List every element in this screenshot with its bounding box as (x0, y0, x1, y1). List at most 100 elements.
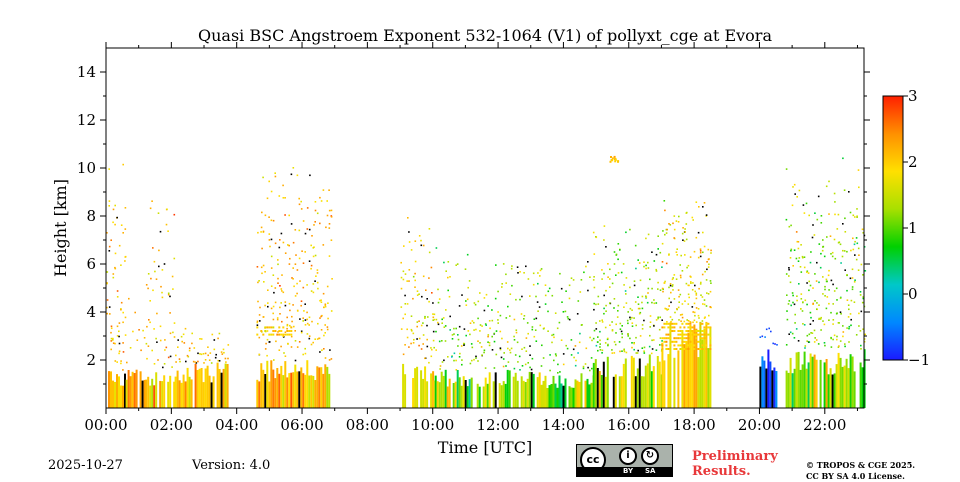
data-point (834, 257, 837, 260)
data-point (836, 228, 839, 230)
data-point (475, 357, 477, 359)
data-point (785, 218, 788, 221)
data-column (180, 382, 183, 408)
data-point (819, 266, 822, 269)
data-point (709, 344, 712, 347)
data-point (570, 354, 573, 356)
data-point (292, 241, 295, 244)
data-point (662, 230, 664, 232)
data-point (614, 160, 617, 163)
data-point (263, 281, 265, 283)
data-point (798, 257, 801, 259)
data-point (677, 344, 680, 347)
data-point (559, 371, 561, 373)
data-point (326, 285, 329, 288)
data-point (288, 302, 291, 305)
data-point (304, 251, 306, 253)
data-point (833, 334, 836, 337)
data-point (262, 264, 265, 267)
data-point (279, 285, 281, 287)
data-point (669, 224, 672, 226)
data-column (260, 363, 263, 408)
data-column (274, 378, 277, 408)
data-point (481, 354, 483, 356)
data-point (695, 321, 698, 323)
data-point (680, 276, 682, 279)
data-point (284, 333, 287, 336)
data-point (485, 293, 488, 296)
data-point (695, 201, 698, 203)
data-point (647, 261, 649, 264)
data-point (842, 335, 844, 338)
data-point (272, 318, 275, 321)
data-point (709, 337, 712, 340)
data-point (118, 352, 120, 355)
data-point (672, 289, 674, 291)
data-point (152, 289, 154, 292)
data-point (477, 340, 479, 342)
data-point (272, 330, 275, 332)
data-column (302, 373, 305, 408)
data-point (687, 293, 690, 296)
data-point (164, 349, 166, 351)
data-point (266, 326, 269, 329)
data-point (613, 352, 616, 354)
data-point (708, 263, 710, 266)
data-point (584, 363, 587, 365)
data-point (808, 333, 811, 336)
data-point (831, 255, 834, 258)
data-point (623, 284, 625, 286)
data-column (280, 365, 283, 408)
data-point (281, 320, 283, 323)
data-point (328, 255, 331, 257)
data-column (314, 380, 317, 408)
data-point (832, 323, 834, 325)
data-column (468, 379, 471, 408)
data-point (694, 314, 696, 317)
data-point (447, 276, 449, 279)
data-point (316, 272, 319, 274)
data-point (199, 338, 201, 340)
y-tick-label: 8 (86, 207, 96, 225)
data-column (169, 375, 172, 408)
data-point (408, 241, 411, 243)
data-point (806, 282, 808, 284)
data-point (645, 264, 647, 267)
data-point (400, 328, 403, 330)
data-point (501, 286, 503, 288)
data-column (841, 366, 844, 408)
data-point (145, 342, 148, 345)
data-point (323, 306, 325, 309)
data-point (172, 331, 174, 334)
data-point (112, 273, 115, 275)
data-point (299, 280, 301, 282)
data-point (499, 330, 502, 333)
data-point (797, 260, 800, 262)
data-point (792, 294, 794, 297)
data-point (860, 344, 862, 347)
data-point (280, 345, 282, 348)
data-point (651, 287, 653, 290)
data-point (565, 344, 567, 347)
data-point (296, 346, 299, 348)
data-point (290, 326, 293, 329)
data-point (659, 344, 661, 346)
data-point (483, 309, 486, 312)
data-column (548, 385, 551, 408)
data-point (326, 200, 328, 202)
data-segment (106, 163, 127, 408)
data-column (516, 380, 519, 408)
data-point (327, 317, 329, 320)
data-point (846, 299, 849, 301)
data-point (703, 245, 706, 248)
data-point (613, 341, 616, 343)
data-point (171, 275, 174, 278)
colorbar-tick-label: −1 (908, 351, 930, 369)
x-tick-label: 22:00 (803, 416, 846, 434)
data-column (542, 380, 545, 408)
data-point (311, 235, 313, 237)
data-point (197, 352, 199, 355)
data-point (256, 333, 259, 336)
data-point (292, 267, 294, 269)
data-point (273, 359, 275, 361)
